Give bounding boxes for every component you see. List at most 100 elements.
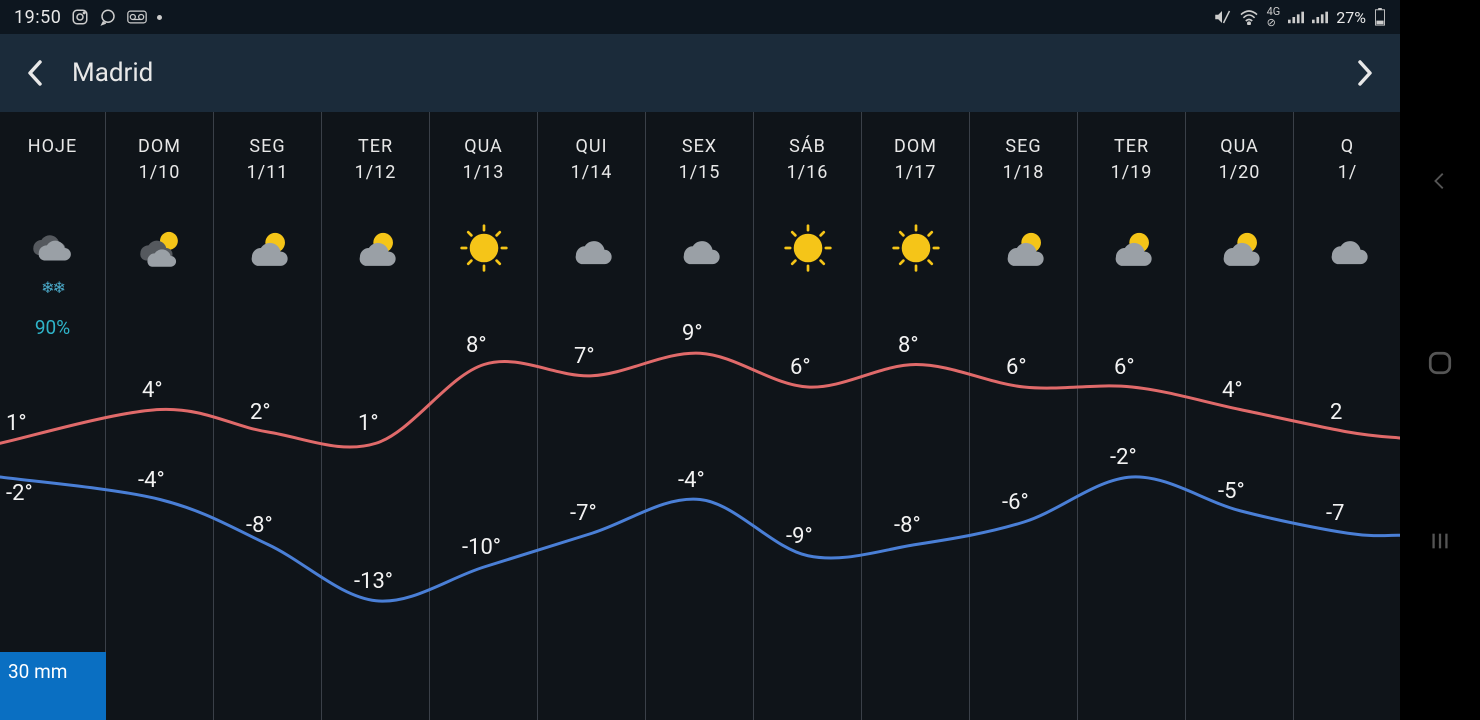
lo-temp: -8°: [894, 513, 921, 538]
hi-temp: 4°: [142, 378, 163, 403]
signal-icon-2: [1312, 10, 1328, 24]
date-label: 1/14: [538, 162, 645, 183]
snow-icon: [0, 216, 105, 280]
voicemail-icon: [127, 10, 147, 24]
date-label: 1/10: [106, 162, 213, 183]
instagram-icon: [71, 8, 89, 26]
day-label: HOJE: [0, 136, 105, 157]
day-label: QUI: [538, 136, 645, 157]
battery-icon: [1374, 8, 1386, 26]
hi-temp: 2: [1330, 400, 1342, 425]
day-label: QUA: [1186, 136, 1293, 157]
snowflake-icon: ❄❄: [0, 278, 105, 297]
weather-app: 19:50 4G⊘ 27% Madrid HOJE❄❄90%DOM1/10SEG…: [0, 0, 1400, 720]
signal-icon-1: [1288, 10, 1304, 24]
status-bar-right: 4G⊘ 27%: [1213, 6, 1386, 28]
partly-cloudy-icon: [1078, 216, 1185, 280]
lo-temp: -8°: [246, 513, 273, 538]
city-title: Madrid: [72, 58, 153, 88]
day-label: Q: [1294, 136, 1401, 157]
date-label: 1/12: [322, 162, 429, 183]
hi-temp: 8°: [466, 333, 487, 358]
date-label: 1/11: [214, 162, 321, 183]
day-label: TER: [1078, 136, 1185, 157]
clock: 19:50: [14, 7, 61, 28]
day-label: QUA: [430, 136, 537, 157]
date-label: 1/: [1294, 162, 1401, 183]
dot-icon: [157, 15, 162, 20]
hi-temp: 4°: [1222, 378, 1243, 403]
hi-temp: 9°: [682, 321, 703, 346]
forecast-column[interactable]: Q 1/: [1294, 112, 1402, 720]
lo-temp: -2°: [6, 481, 33, 506]
title-bar: Madrid: [0, 34, 1400, 112]
sunny-icon: [430, 216, 537, 280]
day-label: SÁB: [754, 136, 861, 157]
nav-recents-icon[interactable]: [1400, 530, 1480, 552]
network-4g-icon: 4G⊘: [1267, 6, 1281, 28]
whatsapp-icon: [99, 8, 117, 26]
hi-temp: 1°: [358, 411, 379, 436]
date-label: 1/20: [1186, 162, 1293, 183]
day-label: SEX: [646, 136, 753, 157]
date-label: 1/15: [646, 162, 753, 183]
status-bar: 19:50 4G⊘ 27%: [0, 0, 1400, 34]
partly-cloudy-icon: [322, 216, 429, 280]
partly-cloudy-icon: [970, 216, 1077, 280]
forecast-column[interactable]: QUI 1/14: [538, 112, 646, 720]
wifi-icon: [1239, 9, 1259, 25]
mostly-cloudy-icon: [646, 216, 753, 280]
partly-cloudy-icon: [1186, 216, 1293, 280]
hi-temp: 8°: [898, 333, 919, 358]
lo-temp: -9°: [786, 524, 813, 549]
lo-temp: -7°: [570, 501, 597, 526]
lo-temp: -4°: [678, 468, 705, 493]
hi-temp: 2°: [250, 400, 271, 425]
nav-back-icon[interactable]: [1400, 170, 1480, 192]
sunny-icon: [862, 216, 969, 280]
partly-cloudy-dark-icon: [106, 216, 213, 280]
mostly-cloudy-icon: [538, 216, 645, 280]
forecast-column[interactable]: SÁB 1/16: [754, 112, 862, 720]
forecast-column[interactable]: DOM 1/17: [862, 112, 970, 720]
lo-temp: -6°: [1002, 490, 1029, 515]
precip-chance: 90%: [0, 316, 105, 339]
hi-temp: 6°: [1114, 355, 1135, 380]
day-label: DOM: [106, 136, 213, 157]
forecast-column[interactable]: TER 1/19: [1078, 112, 1186, 720]
hi-temp: 6°: [790, 355, 811, 380]
nav-home-icon[interactable]: [1400, 350, 1480, 376]
mute-icon: [1213, 8, 1231, 26]
sunny-icon: [754, 216, 861, 280]
mostly-cloudy-icon: [1294, 216, 1401, 280]
forecast-column[interactable]: SEG 1/18: [970, 112, 1078, 720]
battery-text: 27%: [1336, 8, 1366, 27]
status-bar-left: 19:50: [14, 7, 162, 28]
lo-temp: -13°: [354, 569, 393, 594]
forecast-column[interactable]: DOM 1/10: [106, 112, 214, 720]
lo-temp: -7: [1326, 501, 1344, 526]
lo-temp: -5°: [1218, 479, 1245, 504]
date-label: 1/19: [1078, 162, 1185, 183]
forecast-column[interactable]: QUA 1/13: [430, 112, 538, 720]
precip-bar: 30 mm: [0, 652, 106, 720]
date-label: 1/17: [862, 162, 969, 183]
day-label: TER: [322, 136, 429, 157]
day-label: DOM: [862, 136, 969, 157]
lo-temp: -4°: [138, 468, 165, 493]
forward-button[interactable]: [1348, 56, 1382, 90]
date-label: 1/16: [754, 162, 861, 183]
day-label: SEG: [970, 136, 1077, 157]
hi-temp: 6°: [1006, 355, 1027, 380]
date-label: 1/13: [430, 162, 537, 183]
forecast-column[interactable]: SEX 1/15: [646, 112, 754, 720]
date-label: 1/18: [970, 162, 1077, 183]
partly-cloudy-icon: [214, 216, 321, 280]
hi-temp: 7°: [574, 344, 595, 369]
forecast-column[interactable]: QUA 1/20: [1186, 112, 1294, 720]
day-label: SEG: [214, 136, 321, 157]
lo-temp: -10°: [462, 535, 501, 560]
back-button[interactable]: [18, 56, 52, 90]
lo-temp: -2°: [1110, 445, 1137, 470]
forecast-grid[interactable]: HOJE❄❄90%DOM1/10SEG1/11TER1/12QUA1/13QUI…: [0, 112, 1400, 720]
